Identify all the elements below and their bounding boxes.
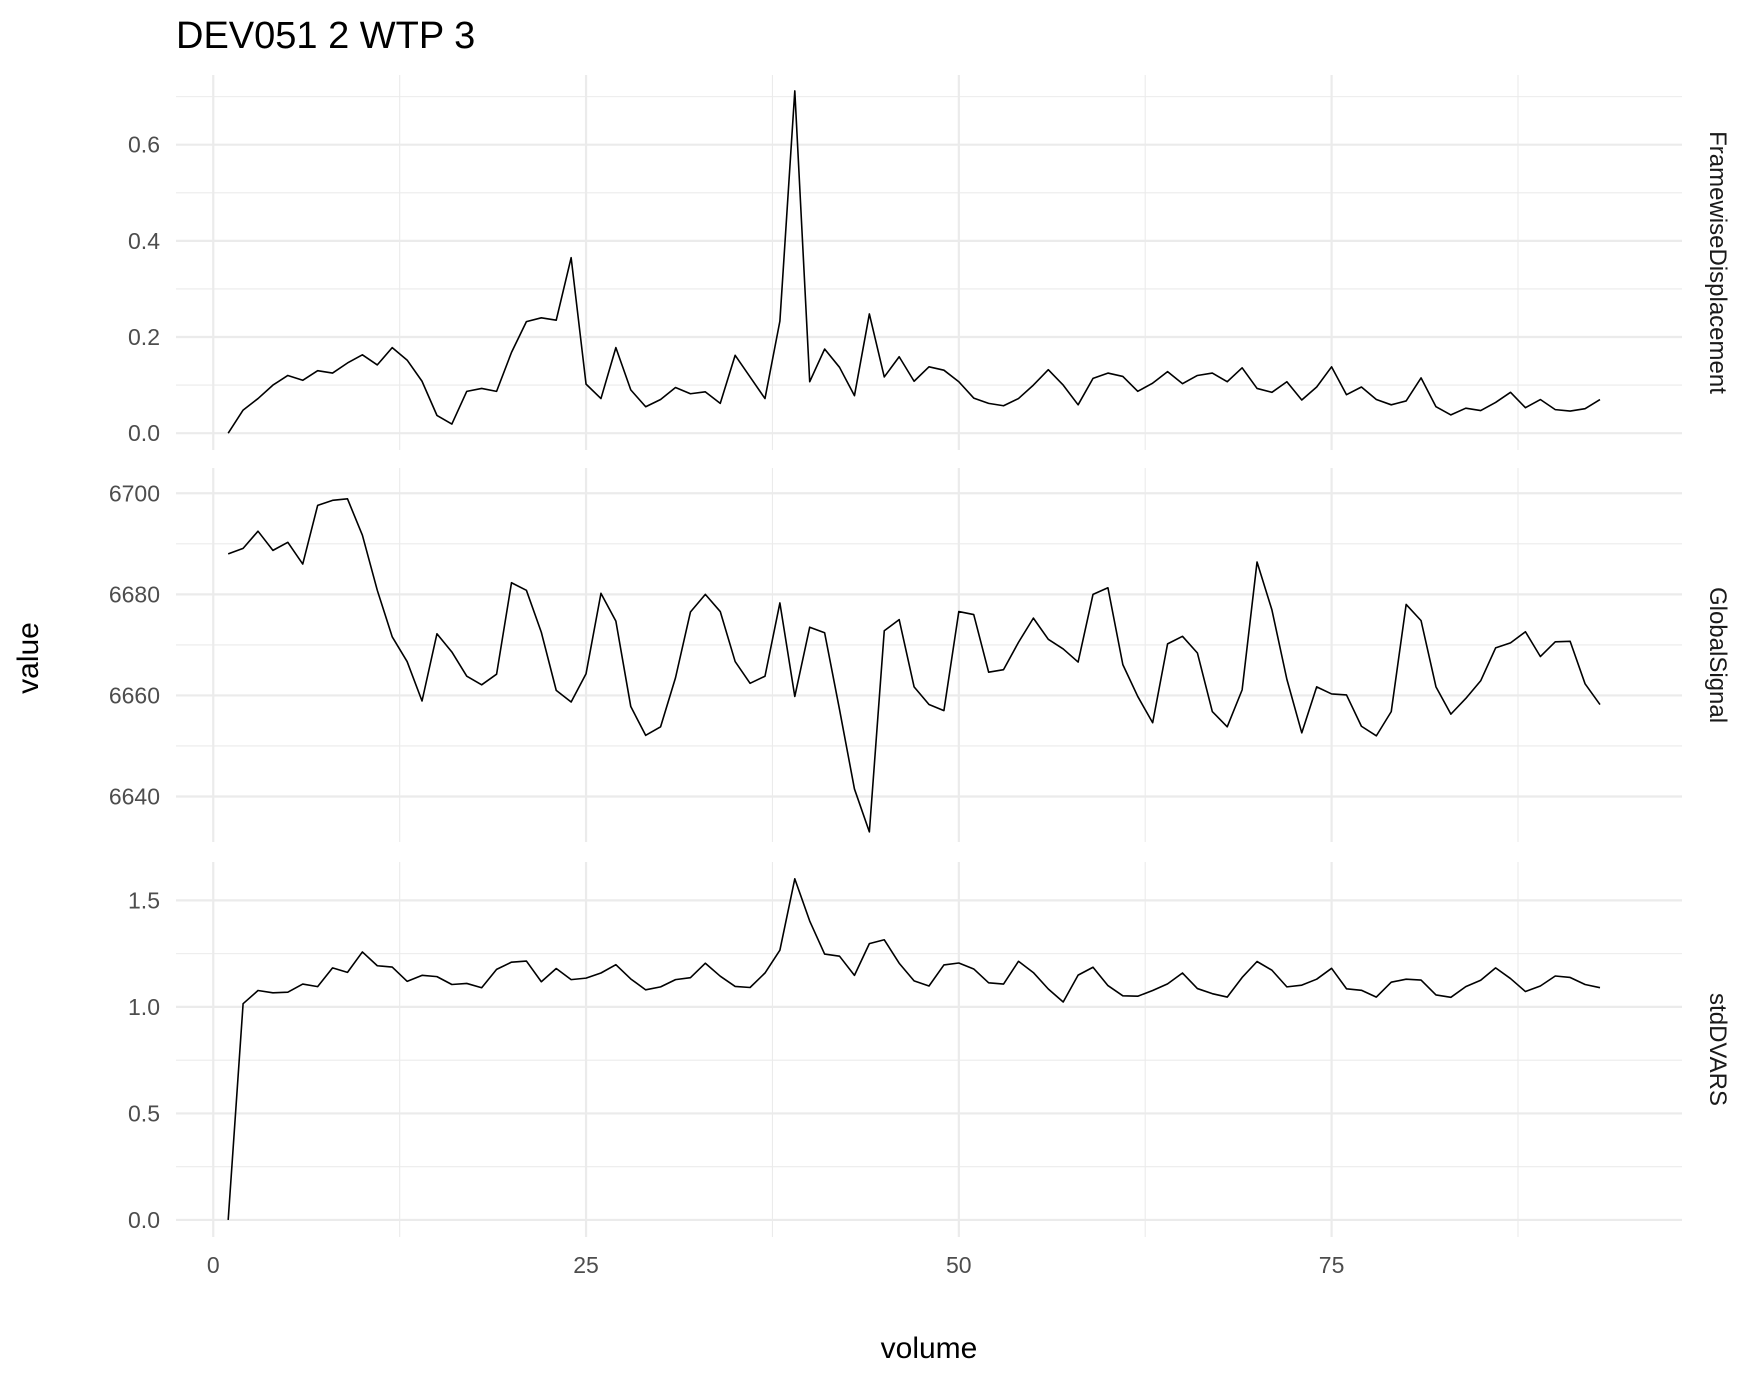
facet-strip-label: FramewiseDisplacement	[1704, 131, 1731, 394]
facet-panel-FramewiseDisplacement: 0.0 0.2 0.4 0.6 FramewiseDisplacement	[128, 75, 1731, 450]
facet-panel-GlobalSignal: 6640 6660 6680 6700 GlobalSignal	[109, 468, 1731, 842]
x-tick-label: 50	[946, 1252, 972, 1278]
y-tick-label: 0.4	[128, 228, 160, 254]
x-tick-label: 25	[573, 1252, 599, 1278]
y-tick-label: 0.0	[128, 420, 160, 446]
y-tick-label: 6700	[109, 480, 160, 506]
series-line-stdDVARS	[227, 878, 1601, 1221]
y-tick-label: 0.0	[128, 1207, 160, 1233]
y-tick-label: 0.5	[128, 1100, 160, 1126]
y-tick-label: 6640	[109, 784, 160, 810]
chart-title: DEV051 2 WTP 3	[176, 15, 475, 57]
series-line-GlobalSignal	[227, 498, 1601, 833]
facet-strip-label: GlobalSignal	[1704, 587, 1731, 723]
x-tick-label: 0	[207, 1252, 220, 1278]
facet-panels: 0.0 0.2 0.4 0.6 FramewiseDisplacement 6640 666…	[109, 75, 1731, 1278]
y-axis-title: value	[12, 622, 45, 694]
x-tick-label: 75	[1319, 1252, 1345, 1278]
y-tick-label: 1.0	[128, 994, 160, 1020]
y-tick-label: 0.2	[128, 324, 160, 350]
y-tick-label: 0.6	[128, 132, 160, 158]
y-tick-label: 1.5	[128, 887, 160, 913]
facet-panel-stdDVARS: 0.0 0.5 1.0 1.5 stdDVARS	[128, 862, 1731, 1237]
facet-strip-label: stdDVARS	[1704, 993, 1731, 1106]
series-line-FramewiseDisplacement	[227, 90, 1601, 434]
x-axis-title: volume	[881, 1332, 978, 1365]
y-tick-label: 6660	[109, 682, 160, 708]
y-tick-label: 6680	[109, 581, 160, 607]
